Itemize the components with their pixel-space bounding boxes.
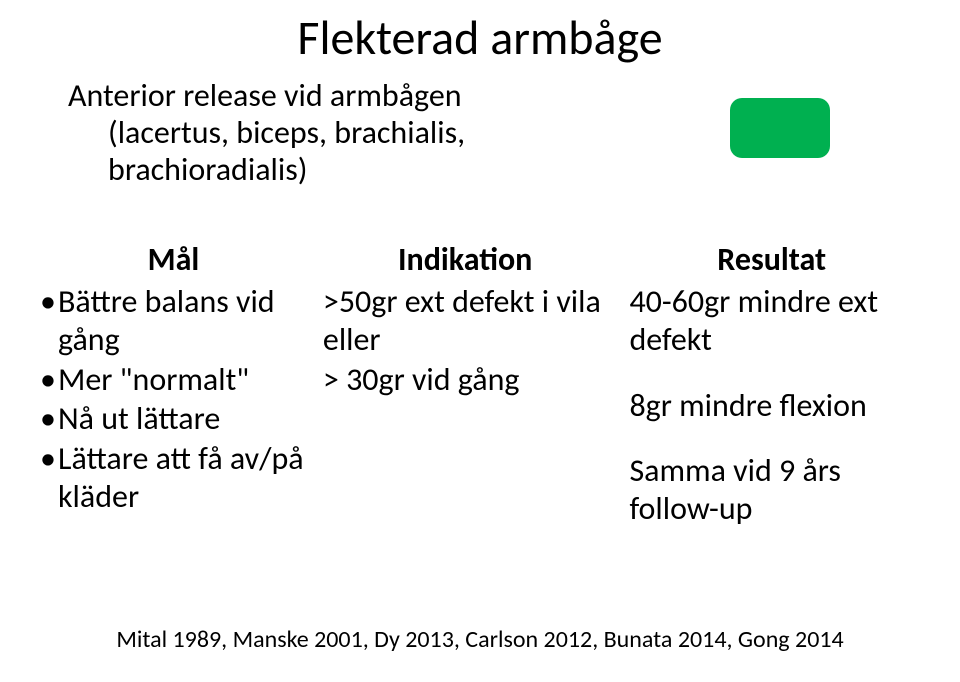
- citation-line: Mital 1989, Manske 2001, Dy 2013, Carlso…: [0, 625, 960, 654]
- column-resultat-body: 40-60gr mindre ext defekt 8gr mindre fle…: [623, 283, 920, 528]
- column-indikation-heading: Indikation: [317, 240, 614, 279]
- resultat-line: 40-60gr mindre ext defekt: [629, 283, 920, 359]
- column-mal-body: Bättre balans vid gång Mer "normalt" Nå …: [40, 283, 307, 518]
- slide-title: Flekterad armbåge: [0, 8, 960, 67]
- spacer: [629, 359, 920, 387]
- mal-item: Bättre balans vid gång: [40, 283, 307, 359]
- column-resultat: Resultat 40-60gr mindre ext defekt 8gr m…: [623, 240, 920, 528]
- column-resultat-heading: Resultat: [623, 240, 920, 279]
- column-mal-heading: Mål: [40, 240, 307, 279]
- column-indikation: Indikation >50gr ext defekt i vila eller…: [317, 240, 614, 528]
- resultat-line: 8gr mindre flexion: [629, 387, 920, 425]
- column-indikation-body: >50gr ext defekt i vila eller > 30gr vid…: [317, 283, 614, 400]
- mal-item: Nå ut lättare: [40, 400, 307, 438]
- status-badge: [730, 98, 830, 158]
- resultat-line: Samma vid 9 års follow-up: [629, 452, 920, 528]
- mal-item: Mer "normalt": [40, 361, 307, 399]
- subtitle-block: Anterior release vid armbågen (lacertus,…: [68, 78, 588, 188]
- subtitle-line2: (lacertus, biceps, brachialis, brachiora…: [68, 115, 588, 189]
- spacer: [629, 424, 920, 452]
- subtitle-line1: Anterior release vid armbågen: [68, 78, 588, 115]
- column-mal: Mål Bättre balans vid gång Mer "normalt"…: [40, 240, 307, 528]
- columns-row: Mål Bättre balans vid gång Mer "normalt"…: [40, 240, 920, 528]
- indikation-line: >50gr ext defekt i vila eller: [323, 283, 614, 359]
- mal-item: Lättare att få av/på kläder: [40, 440, 307, 516]
- slide: Flekterad armbåge Anterior release vid a…: [0, 0, 960, 682]
- indikation-line: > 30gr vid gång: [323, 361, 614, 399]
